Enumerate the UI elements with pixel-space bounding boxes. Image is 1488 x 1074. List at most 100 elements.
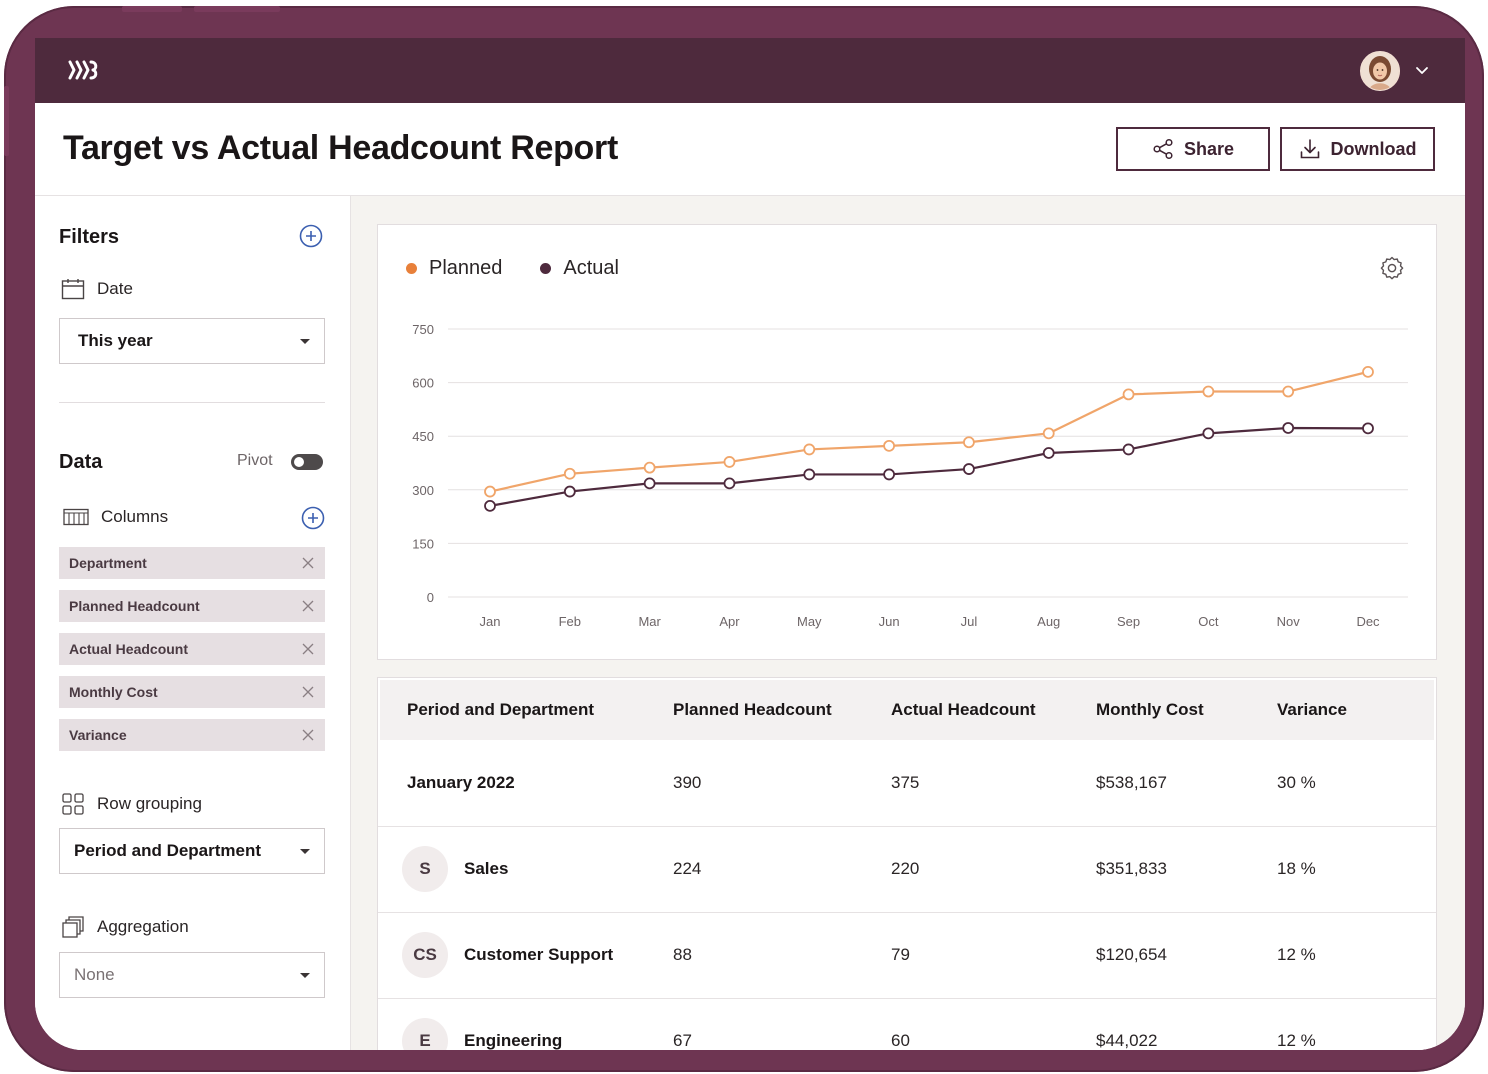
x-tick-label: Oct [1198, 614, 1219, 629]
data-point-planned[interactable] [563, 467, 576, 480]
legend-label-planned: Planned [429, 257, 503, 279]
legend-dot-actual [540, 263, 552, 274]
data-point-actual[interactable] [723, 477, 736, 490]
data-point-planned[interactable] [1282, 385, 1295, 398]
data-point-actual[interactable] [1042, 447, 1055, 459]
report-settings-sidebar: Filters Date This year Data Pivot [35, 196, 351, 1050]
column-chip-actual-headcount[interactable]: Actual Headcount [59, 633, 325, 665]
y-tick-label: 600 [412, 376, 434, 391]
data-point-planned[interactable] [1202, 385, 1215, 398]
row-grouping-label-text: Row grouping [97, 794, 202, 813]
avatar-portrait-icon [1361, 52, 1399, 90]
download-icon [1300, 139, 1319, 159]
data-point-planned[interactable] [1362, 365, 1374, 378]
cell-planned: 390 [673, 773, 702, 792]
x-tick-label: Sep [1117, 614, 1140, 629]
x-tick-label: Dec [1356, 614, 1380, 629]
cell-name: Sales [464, 859, 509, 878]
data-point-actual[interactable] [963, 463, 975, 475]
table-row[interactable]: CS Customer Support 88 79 $120,654 12 % [378, 912, 1436, 999]
close-icon[interactable] [301, 642, 315, 656]
volume-button [122, 6, 182, 12]
table-row-period[interactable]: January 2022 390 375 $538,167 30 % [378, 740, 1436, 827]
close-icon[interactable] [301, 556, 315, 570]
dropdown-caret-icon [300, 972, 310, 978]
aggregation-select[interactable]: None [59, 952, 325, 998]
headcount-data-table: Period and Department Planned Headcount … [377, 677, 1437, 1050]
table-row[interactable]: S Sales 224 220 $351,833 18 % [378, 826, 1436, 913]
column-header-cost[interactable]: Monthly Cost [1096, 700, 1204, 719]
cell-variance: 18 % [1277, 859, 1316, 878]
pivot-toggle[interactable] [291, 454, 323, 470]
column-header-variance[interactable]: Variance [1277, 700, 1347, 719]
data-point-planned[interactable] [484, 485, 496, 498]
column-chip-department[interactable]: Department [59, 547, 325, 579]
y-tick-label: 300 [412, 483, 434, 498]
series-line-planned [489, 370, 1369, 493]
x-tick-label: Jun [879, 614, 900, 629]
x-tick-label: Nov [1277, 614, 1301, 629]
grid-icon [62, 793, 84, 815]
data-point-actual[interactable] [1362, 422, 1374, 435]
dropdown-caret-icon [300, 848, 310, 854]
data-point-actual[interactable] [484, 499, 496, 512]
download-label: Download [1330, 138, 1417, 159]
data-point-planned[interactable] [963, 436, 975, 449]
cell-name: January 2022 [407, 773, 515, 792]
cell-planned: 67 [673, 1031, 692, 1050]
brand-logo-icon[interactable] [67, 58, 101, 82]
chevron-down-icon[interactable] [1415, 63, 1429, 77]
legend-item-actual[interactable]: Actual [540, 257, 619, 280]
data-point-actual[interactable] [1282, 422, 1295, 434]
data-point-planned[interactable] [1042, 427, 1055, 440]
add-column-plus-icon[interactable] [301, 506, 325, 530]
table-columns-icon [63, 508, 89, 526]
cell-actual: 220 [891, 859, 920, 878]
add-filter-plus-icon[interactable] [299, 224, 323, 248]
department-avatar: CS [402, 932, 448, 978]
columns-label: Columns [63, 507, 168, 527]
y-tick-label: 750 [412, 322, 434, 337]
date-range-select[interactable]: This year [59, 318, 325, 364]
data-point-planned[interactable] [643, 461, 656, 474]
share-button[interactable]: Share [1116, 127, 1270, 171]
section-divider [59, 402, 325, 403]
table-header-row: Period and Department Planned Headcount … [380, 680, 1434, 740]
row-grouping-select[interactable]: Period and Department [59, 828, 325, 874]
gear-icon[interactable] [1378, 255, 1406, 283]
data-point-planned[interactable] [883, 439, 895, 452]
column-header-actual[interactable]: Actual Headcount [891, 700, 1036, 719]
user-avatar[interactable] [1360, 51, 1400, 91]
series-line-actual [489, 426, 1369, 507]
close-icon[interactable] [301, 728, 315, 742]
page-title: Target vs Actual Headcount Report [63, 129, 618, 167]
column-chip-monthly-cost[interactable]: Monthly Cost [59, 676, 325, 708]
legend-label-actual: Actual [563, 257, 619, 279]
legend-item-planned[interactable]: Planned [406, 257, 502, 280]
y-tick-label: 450 [412, 429, 434, 444]
cell-cost: $120,654 [1096, 945, 1167, 964]
x-tick-label: Apr [719, 614, 740, 629]
data-section-title: Data [59, 451, 103, 473]
data-point-planned[interactable] [803, 443, 816, 456]
data-point-actual[interactable] [563, 485, 576, 498]
table-row[interactable]: E Engineering 67 60 $44,022 12 % [378, 998, 1436, 1050]
download-button[interactable]: Download [1280, 127, 1435, 171]
data-point-planned[interactable] [723, 456, 736, 468]
column-chip-variance[interactable]: Variance [59, 719, 325, 751]
date-filter-label: Date [61, 278, 133, 300]
column-header-period[interactable]: Period and Department [407, 700, 595, 719]
close-icon[interactable] [301, 599, 315, 613]
close-icon[interactable] [301, 685, 315, 699]
legend-dot-planned [406, 263, 417, 274]
data-point-actual[interactable] [1122, 443, 1135, 456]
column-chip-planned-headcount[interactable]: Planned Headcount [59, 590, 325, 622]
data-point-actual[interactable] [803, 468, 816, 481]
data-point-actual[interactable] [883, 468, 895, 481]
data-point-actual[interactable] [643, 477, 656, 490]
column-header-planned[interactable]: Planned Headcount [673, 700, 832, 719]
tablet-frame: Target vs Actual Headcount Report Share … [4, 6, 1484, 1072]
data-point-planned[interactable] [1122, 388, 1135, 401]
y-tick-label: 150 [412, 536, 434, 551]
data-point-actual[interactable] [1202, 427, 1215, 440]
